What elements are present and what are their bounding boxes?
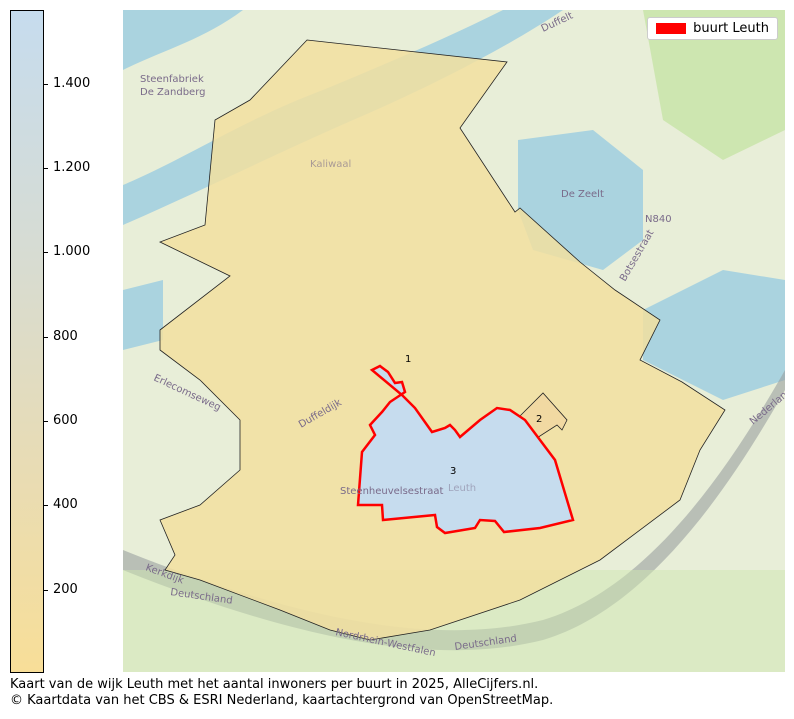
colorbar-tick-label: 1.000 [53, 244, 91, 260]
lake [643, 270, 785, 400]
buurt-1[interactable] [158, 39, 726, 641]
legend: buurt Leuth [647, 17, 778, 40]
place-label: Kaliwaal [310, 159, 351, 170]
buurt-label-2: 2 [536, 414, 542, 425]
colorbar-tick [43, 336, 48, 338]
colorbar [10, 10, 44, 673]
colorbar-tick [43, 83, 48, 85]
legend-label: buurt Leuth [693, 21, 769, 36]
map[interactable]: 1 2 3 Steenfabriek De Zandberg Kaliwaal … [123, 10, 785, 672]
caption: Kaart van de wijk Leuth met het aantal i… [10, 677, 553, 709]
place-label: Leuth [448, 483, 476, 494]
colorbar-tick-label: 400 [53, 497, 78, 513]
water [123, 280, 163, 350]
colorbar-tick [43, 589, 48, 591]
colorbar-tick-label: 800 [53, 328, 78, 344]
colorbar-tick-label: 600 [53, 413, 78, 429]
place-label: De Zandberg [140, 87, 205, 98]
colorbar-tick [43, 421, 48, 423]
caption-line-1: Kaart van de wijk Leuth met het aantal i… [10, 677, 539, 692]
colorbar-tick [43, 252, 48, 254]
road-label: Steenheuvelsestraat [340, 486, 443, 497]
buurt-3[interactable] [356, 364, 575, 535]
colorbar-tick-label: 200 [53, 581, 78, 597]
place-label: De Zeelt [561, 189, 604, 200]
fields [643, 10, 785, 160]
place-label: Steenfabriek [140, 74, 204, 85]
colorbar-tick [43, 505, 48, 507]
water [123, 10, 243, 70]
road-label: N840 [645, 214, 672, 225]
buurt-label-3: 3 [450, 466, 456, 477]
colorbar-tick [43, 168, 48, 170]
colorbar-tick-label: 1.400 [53, 75, 91, 91]
buurt-label-1: 1 [405, 354, 411, 365]
colorbar-tick-label: 1.200 [53, 160, 91, 176]
legend-swatch [656, 23, 687, 34]
caption-line-2: © Kaartdata van het CBS & ESRI Nederland… [10, 693, 554, 708]
